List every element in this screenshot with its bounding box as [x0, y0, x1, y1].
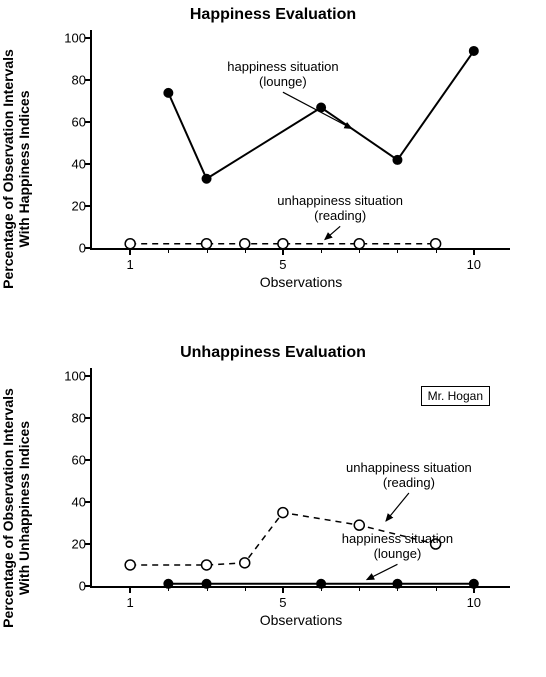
data-point — [125, 239, 135, 249]
y-tick-label: 60 — [58, 115, 86, 130]
data-point — [392, 579, 402, 589]
annotation-label: unhappiness situation (reading) — [270, 194, 410, 224]
y-tick — [85, 163, 92, 165]
data-point — [278, 508, 288, 518]
annotation-arrow — [325, 226, 340, 239]
y-tick-label: 0 — [58, 241, 86, 256]
y-tick — [85, 459, 92, 461]
y-tick-label: 100 — [58, 31, 86, 46]
y-tick — [85, 247, 92, 249]
data-point — [202, 560, 212, 570]
annotation-label: happiness situation (lounge) — [213, 60, 353, 90]
y-tick-label: 100 — [58, 369, 86, 384]
data-point — [316, 579, 326, 589]
data-point — [163, 88, 173, 98]
x-tick-label: 1 — [127, 595, 134, 610]
x-tick-label: 5 — [279, 595, 286, 610]
chart-title: Happiness Evaluation — [0, 6, 546, 24]
x-tick-label: 5 — [279, 257, 286, 272]
page: Happiness Evaluation Percentage of Obser… — [0, 0, 546, 677]
data-point — [240, 239, 250, 249]
x-axis-label: Observations — [92, 612, 510, 628]
chart-title: Unhappiness Evaluation — [0, 344, 546, 362]
data-point — [125, 560, 135, 570]
legend-box: Mr. Hogan — [421, 386, 490, 406]
y-tick — [85, 585, 92, 587]
data-point — [202, 174, 212, 184]
y-tick-label: 0 — [58, 579, 86, 594]
annotation-arrow — [367, 564, 398, 579]
plot-area: 0204060801001510Observationshappiness si… — [90, 30, 510, 250]
y-tick-label: 80 — [58, 73, 86, 88]
y-tick-label: 40 — [58, 495, 86, 510]
y-tick — [85, 205, 92, 207]
y-tick-label: 80 — [58, 411, 86, 426]
y-axis-label: Percentage of Observation Intervals With… — [0, 368, 32, 648]
y-tick — [85, 121, 92, 123]
annotation-label: happiness situation (lounge) — [327, 532, 467, 562]
plot-area: 0204060801001510Observationsunhappiness … — [90, 368, 510, 588]
data-point — [354, 520, 364, 530]
annotation-label: unhappiness situation (reading) — [339, 461, 479, 491]
x-tick-label: 1 — [127, 257, 134, 272]
y-tick — [85, 37, 92, 39]
x-tick-label: 10 — [467, 595, 481, 610]
unhappiness-panel: Unhappiness Evaluation Percentage of Obs… — [0, 338, 546, 677]
y-tick — [85, 543, 92, 545]
data-point — [240, 558, 250, 568]
data-point — [431, 239, 441, 249]
y-tick — [85, 417, 92, 419]
y-axis-label: Percentage of Observation Intervals With… — [0, 29, 32, 309]
data-point — [392, 155, 402, 165]
y-tick-label: 20 — [58, 199, 86, 214]
data-point — [278, 239, 288, 249]
y-tick — [85, 375, 92, 377]
y-tick-label: 20 — [58, 537, 86, 552]
x-tick-label: 10 — [467, 257, 481, 272]
y-tick-label: 60 — [58, 453, 86, 468]
y-tick — [85, 501, 92, 503]
y-tick-label: 40 — [58, 157, 86, 172]
data-point — [202, 239, 212, 249]
annotation-arrow — [386, 493, 409, 521]
data-point — [469, 46, 479, 56]
x-axis-label: Observations — [92, 274, 510, 290]
data-point — [202, 579, 212, 589]
data-point — [354, 239, 364, 249]
data-point — [163, 579, 173, 589]
annotation-arrow — [283, 92, 352, 128]
y-tick — [85, 79, 92, 81]
happiness-panel: Happiness Evaluation Percentage of Obser… — [0, 0, 546, 338]
data-point — [469, 579, 479, 589]
